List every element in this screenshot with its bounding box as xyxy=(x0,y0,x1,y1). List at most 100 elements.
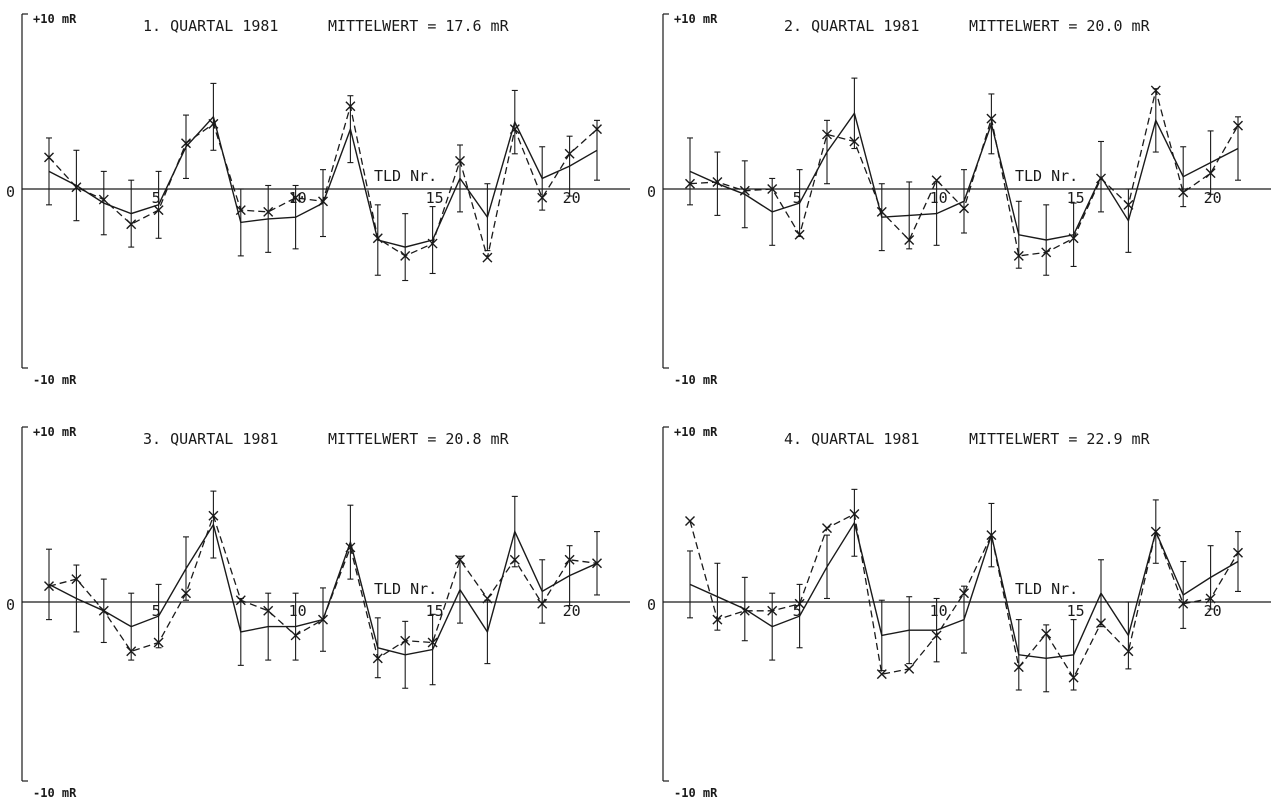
x-marker xyxy=(794,598,805,609)
x-marker-stroke xyxy=(427,637,438,648)
x-marker-stroke xyxy=(345,542,356,553)
y-max-label: +10 mR xyxy=(33,12,77,26)
x-marker-stroke xyxy=(400,250,411,261)
y-min-label: -10 mR xyxy=(33,373,77,387)
x-marker xyxy=(904,663,915,674)
x-marker-stroke xyxy=(263,206,274,217)
y-zero-label: 0 xyxy=(647,596,656,614)
x-marker-stroke xyxy=(208,118,219,129)
x-marker-stroke xyxy=(482,252,493,263)
chart-panel-q2: +10 mR 0 -10 mR 2. QUARTAL 1981 MITTELWE… xyxy=(647,12,1271,387)
x-marker-stroke xyxy=(181,138,191,149)
x-marker xyxy=(235,595,246,606)
x-marker-stroke xyxy=(712,614,723,625)
x-marker xyxy=(153,637,164,648)
series-solid-line xyxy=(48,115,598,248)
x-marker xyxy=(126,219,137,230)
x-marker xyxy=(822,523,832,534)
x-marker-stroke xyxy=(235,595,246,606)
mean-label: MITTELWERT = 17.6 mR xyxy=(328,17,510,35)
x-marker-stroke xyxy=(44,152,54,163)
x-marker-stroke xyxy=(1068,672,1079,683)
y-min-label: -10 mR xyxy=(674,373,718,387)
x-marker-stroke xyxy=(876,206,887,217)
x-marker xyxy=(1041,628,1052,639)
plot-area: 5 10 15 20 xyxy=(21,13,630,369)
x-marker-stroke xyxy=(1041,628,1052,639)
y-zero-label: 0 xyxy=(6,596,15,614)
x-marker-stroke xyxy=(767,605,778,616)
x-tick-label: 15 xyxy=(1067,189,1085,207)
x-marker xyxy=(509,554,520,565)
mean-label: MITTELWERT = 22.9 mR xyxy=(969,430,1151,448)
x-marker-stroke xyxy=(509,124,520,135)
x-marker-stroke xyxy=(537,598,548,609)
x-marker xyxy=(564,554,575,565)
x-marker xyxy=(592,558,602,569)
x-marker-stroke xyxy=(235,205,246,216)
x-marker-stroke xyxy=(71,182,82,193)
x-marker-stroke xyxy=(849,136,860,147)
x-marker-stroke xyxy=(1233,547,1243,558)
x-marker xyxy=(126,646,137,657)
x-tick-label: 10 xyxy=(289,602,307,620)
x-marker xyxy=(98,194,109,205)
x-marker xyxy=(71,574,82,585)
x-marker-stroke xyxy=(931,630,942,641)
x-marker-stroke xyxy=(712,176,723,187)
x-marker xyxy=(509,124,520,135)
x-marker xyxy=(318,614,328,625)
x-marker xyxy=(739,605,750,616)
x-marker xyxy=(767,184,778,194)
y-max-label: +10 mR xyxy=(33,425,77,439)
x-marker-stroke xyxy=(904,663,915,674)
x-tick-label: 5 xyxy=(152,602,161,620)
x-marker xyxy=(959,203,969,214)
x-marker xyxy=(372,233,383,244)
x-marker-stroke xyxy=(767,184,778,194)
x-marker xyxy=(986,113,997,124)
x-marker-stroke xyxy=(153,637,164,648)
x-marker xyxy=(318,196,328,207)
x-marker xyxy=(263,206,274,217)
x-marker xyxy=(849,136,860,147)
plot-area: 5 10 15 20 xyxy=(662,13,1271,369)
x-marker xyxy=(482,252,493,263)
x-marker-stroke xyxy=(98,605,109,616)
x-marker xyxy=(1205,593,1216,604)
x-marker-stroke xyxy=(290,192,301,203)
x-marker-stroke xyxy=(318,196,328,207)
x-marker-stroke xyxy=(482,593,493,604)
chart-title: 3. QUARTAL 1981 xyxy=(143,430,278,448)
x-tick-label: 5 xyxy=(152,189,161,207)
x-marker xyxy=(181,588,191,599)
x-marker-stroke xyxy=(1178,187,1189,198)
x-marker xyxy=(794,229,805,240)
x-marker xyxy=(1096,173,1106,184)
x-marker xyxy=(1233,120,1243,131)
y-min-label: -10 mR xyxy=(674,786,718,800)
plot-area: 5 10 15 20 xyxy=(21,426,630,782)
x-marker xyxy=(290,192,301,203)
x-marker xyxy=(1068,233,1079,244)
x-axis-label: TLD Nr. xyxy=(1015,580,1078,598)
x-marker-stroke xyxy=(126,219,137,230)
x-tick-label: 20 xyxy=(563,189,581,207)
x-marker xyxy=(849,509,860,519)
x-marker xyxy=(455,554,465,565)
x-marker-stroke xyxy=(822,523,832,534)
x-marker xyxy=(1041,247,1052,258)
x-marker-stroke xyxy=(400,635,411,646)
x-marker xyxy=(959,588,969,599)
x-marker-stroke xyxy=(1233,120,1243,131)
x-marker xyxy=(455,155,465,166)
x-marker-stroke xyxy=(372,233,383,244)
x-marker xyxy=(822,129,832,140)
x-marker-stroke xyxy=(1041,247,1052,258)
x-marker xyxy=(1178,187,1189,198)
x-marker xyxy=(1178,598,1189,609)
y-max-label: +10 mR xyxy=(674,425,718,439)
x-marker-stroke xyxy=(739,605,750,616)
x-marker xyxy=(1123,646,1134,657)
x-marker xyxy=(153,205,164,216)
